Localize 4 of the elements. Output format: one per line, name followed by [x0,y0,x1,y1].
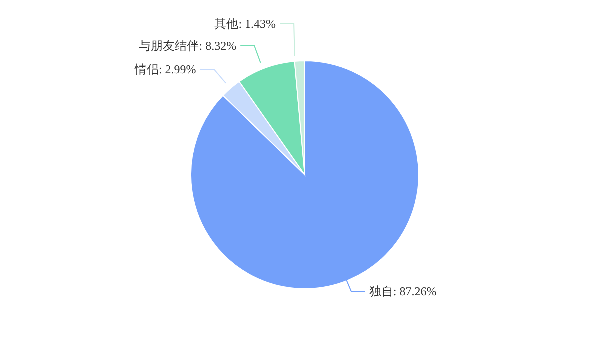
slice-label: 独自: 87.26% [369,284,437,299]
slice-label: 其他: 1.43% [214,17,276,32]
slice-label: 与朋友结伴: 8.32% [139,39,237,54]
slice-label: 情侣: 2.99% [134,62,196,77]
